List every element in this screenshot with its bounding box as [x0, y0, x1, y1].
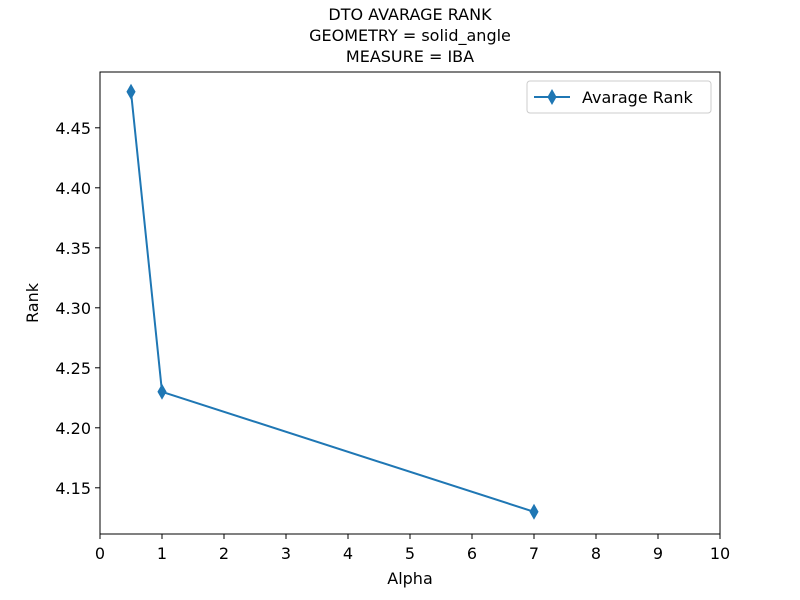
y-tick-label: 4.20 [55, 419, 91, 438]
title-line-3: MEASURE = IBA [346, 47, 474, 66]
y-tick-label: 4.30 [55, 299, 91, 318]
legend: Avarage Rank [526, 80, 712, 114]
data-point-marker [157, 383, 167, 400]
data-point-marker [126, 83, 136, 100]
y-axis-label: Rank [23, 282, 42, 323]
series-line [130, 91, 535, 513]
x-axis-label: Alpha [387, 569, 433, 588]
y-axis: 4.15 4.20 4.25 4.30 4.35 4.40 4.45 [55, 119, 100, 498]
x-tick-label: 9 [653, 544, 663, 563]
data-point-marker [529, 503, 539, 520]
series-layer [126, 83, 539, 520]
y-tick-label: 4.45 [55, 119, 91, 138]
x-tick-label: 7 [529, 544, 539, 563]
plot-frame [99, 71, 721, 535]
x-tick-label: 3 [281, 544, 291, 563]
legend-box [526, 80, 712, 114]
legend-label: Avarage Rank [582, 88, 693, 107]
y-tick-label: 4.25 [55, 359, 91, 378]
x-axis: 0 1 2 3 4 5 6 7 8 9 10 [95, 534, 730, 563]
x-tick-label: 6 [467, 544, 477, 563]
x-tick-label: 5 [405, 544, 415, 563]
title-line-1: DTO AVARAGE RANK [328, 5, 492, 24]
x-tick-label: 8 [591, 544, 601, 563]
y-tick-label: 4.35 [55, 239, 91, 258]
x-tick-label: 4 [343, 544, 353, 563]
legend-marker-swatch [547, 88, 557, 106]
chart-title: DTO AVARAGE RANK GEOMETRY = solid_angle … [309, 5, 511, 66]
x-tick-label: 10 [710, 544, 730, 563]
y-tick-label: 4.40 [55, 179, 91, 198]
x-tick-label: 1 [157, 544, 167, 563]
x-tick-label: 0 [95, 544, 105, 563]
x-tick-label: 2 [219, 544, 229, 563]
title-line-2: GEOMETRY = solid_angle [309, 26, 511, 46]
y-tick-label: 4.15 [55, 479, 91, 498]
